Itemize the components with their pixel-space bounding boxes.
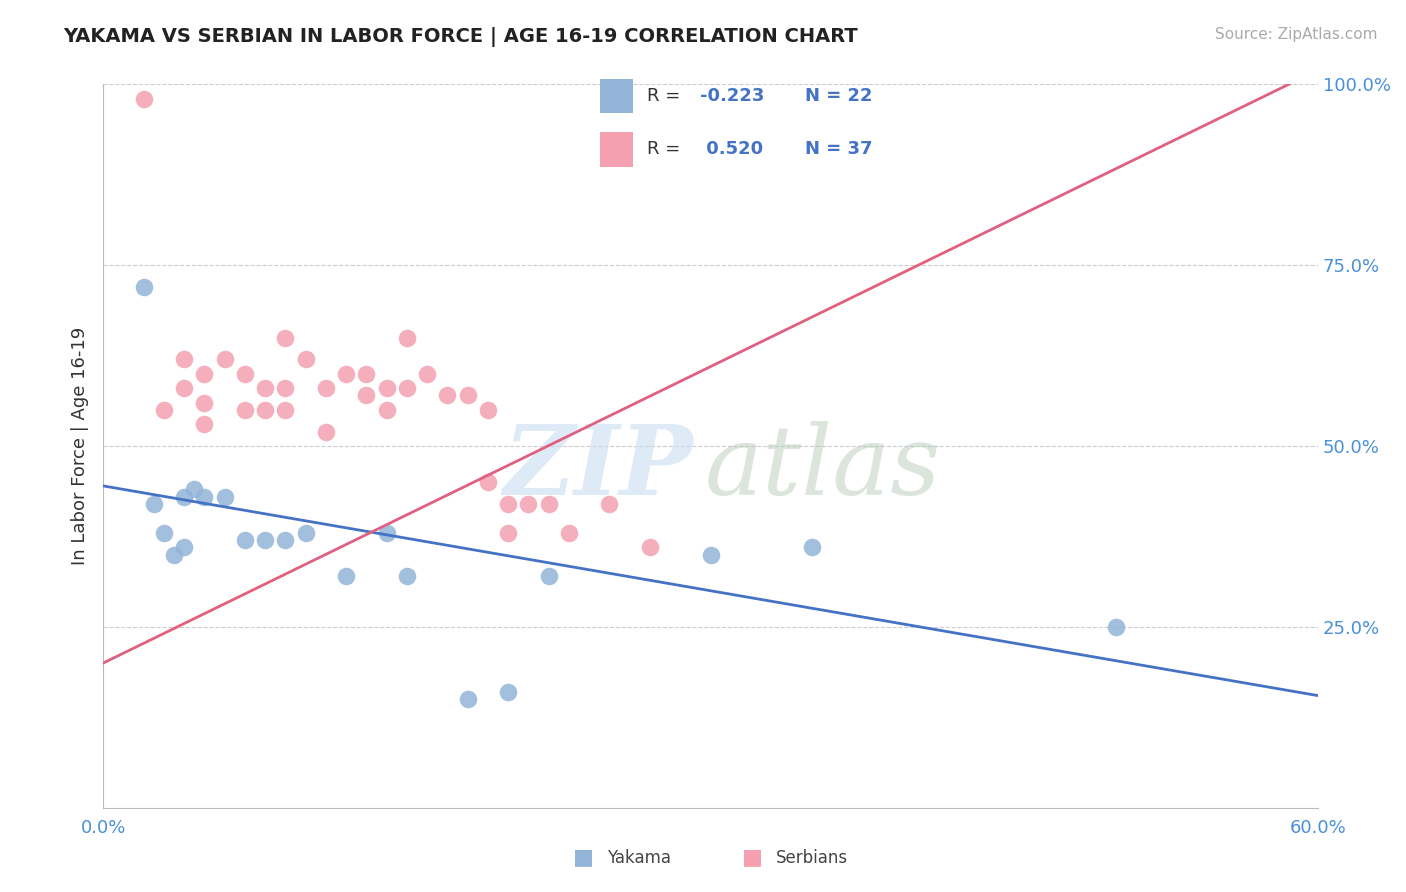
Point [477,403,499,417]
Point [132,280,155,294]
Point [699,548,721,562]
Text: atlas: atlas [704,421,941,515]
Point [274,533,297,548]
Text: ZIP: ZIP [503,421,692,515]
Point [800,541,823,555]
Point [477,475,499,490]
Point [173,381,195,395]
Point [335,367,357,381]
Point [274,381,297,395]
Text: Yakama: Yakama [607,849,672,867]
Point [294,352,316,367]
Point [496,685,519,699]
Point [183,483,205,497]
Point [193,395,215,409]
Point [436,388,458,402]
Text: 0.520: 0.520 [700,140,762,159]
Point [537,497,560,511]
Point [356,367,378,381]
Point [395,381,418,395]
Point [375,381,398,395]
Point [517,497,540,511]
Text: Source: ZipAtlas.com: Source: ZipAtlas.com [1215,27,1378,42]
Point [457,692,479,706]
Point [558,525,581,540]
Point [395,569,418,583]
Point [233,367,256,381]
Point [294,525,316,540]
Text: R =: R = [647,87,686,105]
Point [173,352,195,367]
Point [254,381,277,395]
Point [142,497,165,511]
Point [598,497,620,511]
Point [335,569,357,583]
Point [416,367,439,381]
Text: YAKAMA VS SERBIAN IN LABOR FORCE | AGE 16-19 CORRELATION CHART: YAKAMA VS SERBIAN IN LABOR FORCE | AGE 1… [63,27,858,46]
Text: ■: ■ [742,847,762,867]
Point [254,533,277,548]
FancyBboxPatch shape [600,132,634,167]
Text: R =: R = [647,140,686,159]
Point [315,425,337,439]
Point [173,490,195,504]
Point [163,548,186,562]
Text: Serbians: Serbians [776,849,848,867]
Point [153,525,176,540]
Point [233,403,256,417]
Point [193,417,215,432]
Point [375,525,398,540]
Point [537,569,560,583]
Point [496,525,519,540]
Point [356,388,378,402]
Point [193,367,215,381]
Point [638,541,661,555]
Point [395,330,418,344]
Y-axis label: In Labor Force | Age 16-19: In Labor Force | Age 16-19 [72,327,89,566]
Point [233,533,256,548]
Point [496,497,519,511]
Point [274,403,297,417]
Point [153,403,176,417]
Point [132,92,155,106]
Point [173,541,195,555]
FancyBboxPatch shape [600,78,634,113]
Text: N = 22: N = 22 [806,87,873,105]
Text: N = 37: N = 37 [806,140,873,159]
Point [375,403,398,417]
Point [214,352,236,367]
Point [193,490,215,504]
Point [214,490,236,504]
Point [1104,620,1126,634]
Point [315,381,337,395]
Point [457,388,479,402]
Point [274,330,297,344]
Point [254,403,277,417]
Text: -0.223: -0.223 [700,87,763,105]
Text: ■: ■ [574,847,593,867]
